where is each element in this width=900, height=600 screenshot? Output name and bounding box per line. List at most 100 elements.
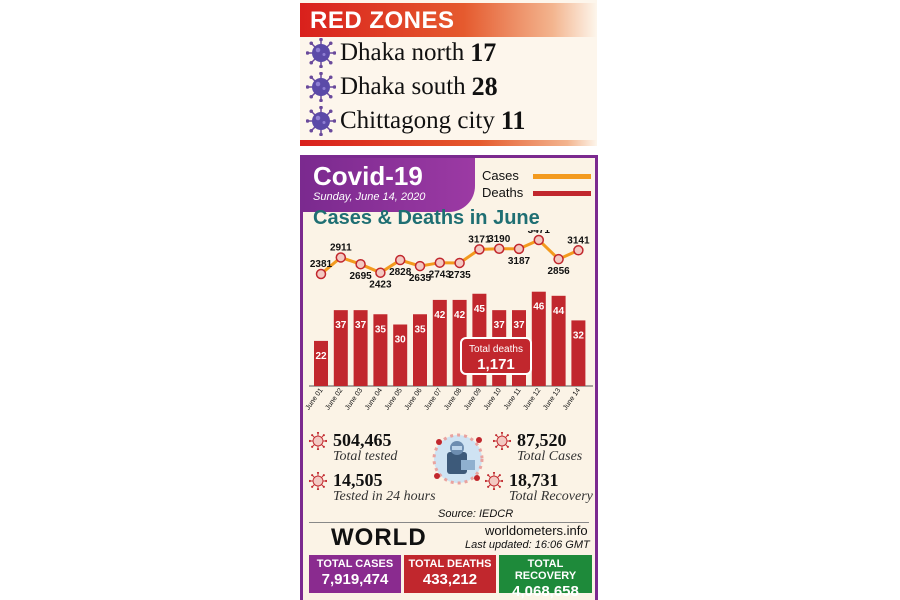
legend-swatch-cases bbox=[533, 174, 591, 179]
death-bar-label: 45 bbox=[474, 304, 486, 315]
red-zone-name: Chittagong city bbox=[340, 107, 495, 134]
chart-title: Cases & Deaths in June bbox=[313, 207, 540, 229]
virus-icon bbox=[306, 38, 336, 68]
death-bar bbox=[333, 310, 348, 386]
death-bar bbox=[432, 299, 447, 386]
bangladesh-stats: 504,465 Total tested 14,505 Tested in 24… bbox=[303, 426, 595, 512]
case-point bbox=[375, 267, 386, 278]
world-total-cases-box: TOTAL CASES 7,919,474 bbox=[309, 555, 401, 593]
death-bar-label: 37 bbox=[494, 320, 506, 331]
death-bar-label: 44 bbox=[553, 306, 565, 317]
death-bar bbox=[413, 314, 427, 386]
world-source: worldometers.info bbox=[485, 523, 588, 538]
x-tick-label: June 12 bbox=[522, 387, 542, 412]
case-point-label: 2828 bbox=[389, 267, 412, 278]
death-bar-label: 22 bbox=[315, 351, 327, 362]
covid-panel: Covid-19 Sunday, June 14, 2020 Cases Dea… bbox=[300, 155, 598, 600]
box-label: TOTAL CASES bbox=[316, 558, 394, 570]
x-tick-label: June 04 bbox=[364, 387, 384, 412]
section-divider bbox=[309, 522, 589, 523]
death-bar bbox=[531, 291, 546, 386]
case-point bbox=[394, 254, 406, 266]
case-point bbox=[553, 253, 564, 265]
case-point-label: 2381 bbox=[310, 259, 333, 270]
x-tick-label: June 02 bbox=[324, 387, 344, 412]
red-zone-name: Dhaka north bbox=[340, 39, 465, 66]
virus-icon bbox=[309, 472, 327, 490]
x-tick-label: June 06 bbox=[404, 387, 424, 412]
box-label: TOTAL DEATHS bbox=[408, 558, 492, 570]
total-deaths-value: 1,171 bbox=[477, 356, 515, 373]
x-tick-label: June 07 bbox=[423, 387, 443, 412]
stat-value: 504,465 bbox=[333, 430, 392, 450]
red-zone-row: Chittagong city 11 bbox=[306, 104, 525, 138]
legend-item-cases: Cases bbox=[478, 168, 594, 185]
x-tick-label: June 13 bbox=[542, 387, 562, 412]
red-zone-name: Dhaka south bbox=[340, 73, 466, 100]
total-deaths-label: Total deaths bbox=[469, 344, 523, 355]
x-tick-label: June 08 bbox=[443, 387, 463, 412]
case-point bbox=[434, 257, 446, 268]
case-point-label: 3171 bbox=[468, 234, 491, 245]
case-point-label: 2743 bbox=[429, 270, 452, 281]
legend-swatch-deaths bbox=[533, 191, 591, 196]
stat-value: 14,505 bbox=[333, 470, 383, 490]
death-bar bbox=[393, 324, 408, 386]
lab-worker-globe-icon bbox=[432, 433, 484, 485]
stat-label: Total Cases bbox=[517, 449, 583, 464]
case-point-label: 3141 bbox=[567, 235, 590, 246]
death-bar-label: 32 bbox=[573, 330, 585, 341]
world-updated: Last updated: 16:06 GMT bbox=[465, 539, 590, 551]
death-bar bbox=[373, 314, 388, 386]
death-bar-label: 35 bbox=[375, 324, 387, 335]
case-point bbox=[355, 258, 366, 270]
virus-icon bbox=[306, 72, 336, 102]
death-bar bbox=[353, 310, 368, 386]
legend-item-deaths: Deaths bbox=[478, 185, 594, 202]
stat-label: Total Recovery bbox=[509, 489, 593, 504]
virus-icon bbox=[309, 432, 327, 450]
world-total-deaths-box: TOTAL DEATHS 433,212 bbox=[404, 555, 496, 593]
death-bar-label: 37 bbox=[355, 320, 367, 331]
case-point-label: 2695 bbox=[349, 271, 372, 282]
covid-title: Covid-19 bbox=[313, 161, 423, 191]
stat-label: Total tested bbox=[333, 449, 398, 464]
death-bar-label: 37 bbox=[335, 320, 347, 331]
death-bar-label: 42 bbox=[454, 310, 466, 321]
death-bar-label: 42 bbox=[434, 310, 446, 321]
case-point bbox=[573, 245, 584, 256]
case-point-label: 3190 bbox=[488, 234, 511, 245]
death-bar bbox=[314, 340, 328, 386]
death-bar bbox=[571, 320, 586, 386]
case-point bbox=[454, 257, 465, 269]
box-value: 4,068,658 bbox=[512, 583, 579, 600]
legend-label-cases: Cases bbox=[482, 168, 519, 183]
red-zones-title: RED ZONES bbox=[310, 7, 455, 34]
case-point bbox=[335, 252, 347, 263]
death-bar-label: 46 bbox=[533, 302, 545, 313]
stat-value: 87,520 bbox=[517, 430, 567, 450]
x-tick-label: June 03 bbox=[344, 387, 364, 412]
red-zone-count: 28 bbox=[471, 72, 498, 101]
red-zone-row: Dhaka south 28 bbox=[306, 70, 498, 104]
case-point-label: 2735 bbox=[448, 270, 471, 281]
case-point-label: 2911 bbox=[330, 242, 352, 253]
box-label: TOTAL RECOVERY bbox=[514, 558, 577, 582]
chart-legend: Cases Deaths bbox=[478, 168, 594, 202]
case-point-label: 2635 bbox=[409, 273, 432, 284]
virus-icon bbox=[306, 106, 336, 136]
x-tick-label: June 10 bbox=[483, 387, 503, 412]
red-zones-header: RED ZONES bbox=[300, 3, 597, 37]
case-point-label: 2423 bbox=[369, 280, 392, 291]
source-note: Source: IEDCR bbox=[438, 508, 514, 520]
x-tick-label: June 01 bbox=[305, 387, 325, 412]
death-bar-label: 35 bbox=[414, 324, 426, 335]
stat-label: Tested in 24 hours bbox=[333, 489, 436, 504]
virus-icon bbox=[493, 432, 511, 450]
x-tick-label: June 14 bbox=[562, 387, 582, 412]
case-point-label: 3471 bbox=[528, 230, 551, 236]
case-point bbox=[474, 244, 485, 255]
case-point bbox=[315, 268, 327, 280]
box-value: 7,919,474 bbox=[321, 571, 389, 588]
